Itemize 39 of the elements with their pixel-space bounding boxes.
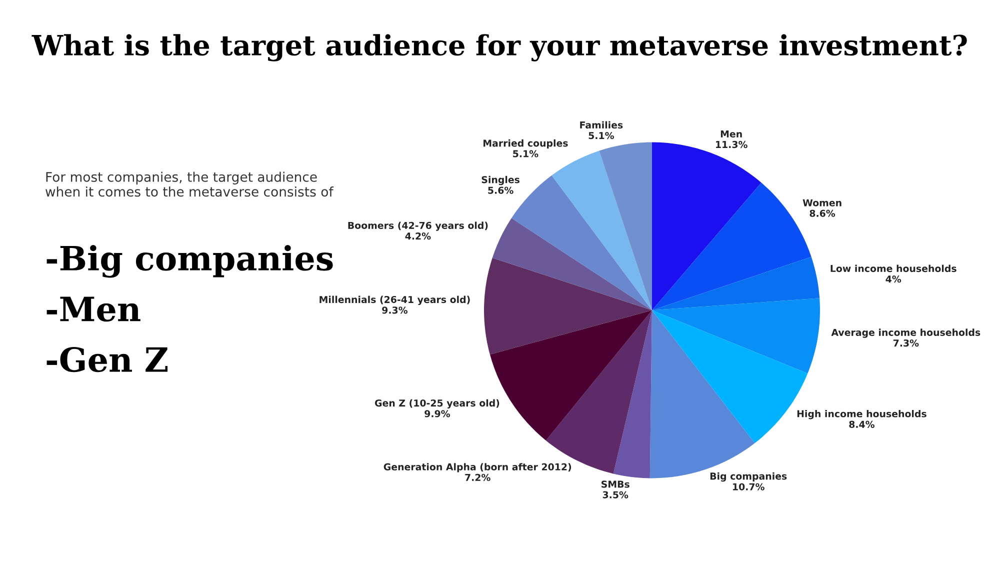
slice-label: Millennials (26-41 years old)	[320, 296, 470, 305]
pie-slice	[652, 298, 820, 374]
slice-label: Boomers (42-76 years old)	[348, 222, 488, 231]
slice-label: Women	[802, 199, 842, 206]
data-label: 9.9%	[424, 410, 450, 418]
slice-label: Generation Alpha (born after 2012)	[384, 463, 572, 472]
text: For most companies, the target audience when it comes to the metaverse consists of	[46, 172, 334, 197]
slice-label: Average income households	[831, 328, 980, 338]
data-label: 5.1%	[588, 132, 614, 140]
slice-label: Families	[580, 121, 623, 129]
data-label: 10.7%	[733, 483, 764, 490]
data-label: 8.4%	[849, 420, 874, 428]
chart-title: What is the target audience for your metaverse investment?	[32, 34, 967, 62]
data-label: 9.3%	[382, 306, 408, 314]
pie-slice	[492, 218, 652, 310]
slice-label: Big companies	[710, 472, 787, 482]
slice-label: Men	[720, 130, 742, 138]
pie-slice	[652, 142, 762, 310]
data-label: 7.3%	[893, 339, 919, 347]
data-label: 5.1%	[513, 150, 538, 158]
slice-label: Low income households	[830, 264, 956, 272]
pie-slice	[613, 310, 652, 478]
data-label: 5.6%	[488, 186, 514, 194]
slice-label: Married couples	[484, 139, 568, 149]
slice-label: Singles	[482, 176, 520, 186]
pie-slice	[652, 256, 820, 310]
slice-label: SMBs	[602, 480, 630, 488]
text: -Men	[46, 296, 140, 322]
text: -Gen Z	[46, 346, 168, 372]
pie-slice	[552, 150, 652, 310]
slice-label: High income households	[797, 410, 926, 420]
data-label: 4.2%	[405, 232, 431, 240]
slice-label: Gen Z (10-25 years old)	[374, 399, 500, 409]
data-label: 4%	[886, 276, 902, 283]
text: -Big companies	[46, 244, 333, 278]
data-label: 11.3%	[716, 140, 748, 148]
data-label: 7.2%	[465, 474, 490, 482]
data-label: 8.6%	[810, 210, 836, 217]
data-label: 3.5%	[602, 491, 628, 498]
